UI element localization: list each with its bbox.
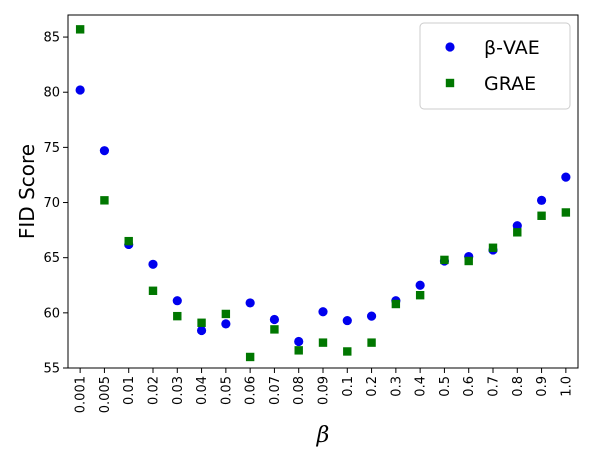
grae-point xyxy=(173,311,182,321)
grae-point xyxy=(440,255,449,265)
grae-point xyxy=(464,256,473,266)
x-tick-label: 0.3 xyxy=(389,376,404,397)
grae-point xyxy=(270,325,279,334)
x-tick-label: 0.06 xyxy=(244,376,259,405)
vae-point xyxy=(99,146,110,156)
x-tick-label: 0.9 xyxy=(535,376,550,397)
x-tick-label: 0.4 xyxy=(414,376,429,397)
y-axis-title: FID Score xyxy=(15,144,39,239)
legend-marker xyxy=(445,78,455,88)
y-tick-label: 60 xyxy=(43,306,60,321)
vae-point xyxy=(196,325,207,336)
vae-point xyxy=(561,172,571,182)
grae-point xyxy=(488,243,498,252)
y-tick-label: 70 xyxy=(43,196,60,211)
grae-point xyxy=(367,338,376,347)
grae-point xyxy=(124,236,133,246)
x-tick-label: 0.01 xyxy=(122,376,137,405)
legend-label: GRAE xyxy=(484,73,536,95)
grae-point xyxy=(294,346,303,355)
axes-layer: 55 60 65 70 75 80 85 0.001 0.005 0.01 0.02 0.03 0.04… xyxy=(15,14,579,448)
x-tick-label: 0.005 xyxy=(98,376,113,413)
grae-point xyxy=(197,318,206,327)
x-tick-label: 0.5 xyxy=(438,376,453,397)
x-tick-label: 0.6 xyxy=(462,376,477,397)
vae-point xyxy=(269,314,280,325)
plot-layer xyxy=(75,25,571,362)
x-tick-label: 0.03 xyxy=(171,376,186,405)
x-tick-label: 0.05 xyxy=(219,376,234,405)
grae-point xyxy=(561,208,571,217)
x-tick-label: 1.0 xyxy=(559,376,574,397)
y-tick-label: 85 xyxy=(43,31,60,46)
y-tick-label: 75 xyxy=(43,141,60,156)
vae-point xyxy=(318,307,328,317)
x-tick-label: 0.02 xyxy=(147,376,162,405)
vae-point xyxy=(148,259,158,269)
y-tick-label: 65 xyxy=(43,251,60,266)
x-tick-label: 0.1 xyxy=(341,376,356,397)
x-tick-label: 0.8 xyxy=(511,376,526,397)
y-tick-label: 55 xyxy=(43,362,60,377)
vae-point xyxy=(536,195,547,205)
x-tick-label: 0.04 xyxy=(195,376,210,405)
vae-point xyxy=(221,319,231,329)
grae-point xyxy=(75,25,85,34)
legend: β-VAE GRAE xyxy=(419,22,571,110)
grae-point xyxy=(221,309,231,319)
x-axis-title: β xyxy=(316,423,330,448)
vae-point xyxy=(415,280,425,290)
grae-point xyxy=(318,338,328,347)
x-tick-label: 0.07 xyxy=(268,376,283,405)
grae-point xyxy=(415,290,425,300)
legend-marker xyxy=(445,42,455,52)
vae-point xyxy=(342,315,352,326)
vae-point xyxy=(245,298,255,308)
y-tick-label: 80 xyxy=(43,86,60,101)
legend-label: β-VAE xyxy=(484,37,540,59)
x-tick-label: 0.09 xyxy=(317,376,332,405)
grae-point xyxy=(513,228,522,237)
vae-point xyxy=(294,336,304,347)
grae-point xyxy=(148,286,158,295)
vae-point xyxy=(75,85,85,95)
x-tick-label: 0.08 xyxy=(292,376,307,405)
x-tick-label: 0.2 xyxy=(365,376,380,397)
vae-point xyxy=(512,221,522,231)
vae-point xyxy=(366,311,377,321)
grae-point xyxy=(100,196,109,205)
x-tick-label: 0.7 xyxy=(487,376,502,397)
grae-point xyxy=(343,347,352,356)
grae-point xyxy=(391,299,401,309)
grae-point xyxy=(537,211,546,220)
grae-point xyxy=(245,352,255,362)
vae-point xyxy=(172,296,182,306)
legend-box xyxy=(419,22,571,110)
x-tick-label: 0.001 xyxy=(74,376,89,413)
